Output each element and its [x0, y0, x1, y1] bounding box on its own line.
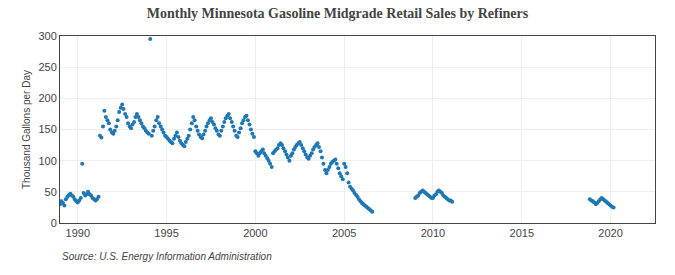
svg-text:100: 100: [38, 155, 56, 167]
svg-text:2020: 2020: [598, 227, 622, 239]
svg-text:150: 150: [38, 123, 56, 135]
svg-text:0: 0: [51, 217, 57, 229]
svg-text:2015: 2015: [510, 227, 534, 239]
svg-text:Thousand Gallons per Day: Thousand Gallons per Day: [21, 70, 32, 189]
svg-text:300: 300: [38, 30, 56, 42]
svg-text:2005: 2005: [332, 227, 356, 239]
svg-text:250: 250: [38, 61, 56, 73]
svg-text:Monthly Minnesota Gasoline Mid: Monthly Minnesota Gasoline Midgrade Reta…: [147, 6, 529, 21]
svg-text:1990: 1990: [66, 227, 90, 239]
svg-text:Source: U.S. Energy Informatio: Source: U.S. Energy Information Administ…: [62, 251, 272, 262]
svg-text:200: 200: [38, 92, 56, 104]
svg-text:2000: 2000: [243, 227, 267, 239]
svg-text:2010: 2010: [421, 227, 445, 239]
svg-text:50: 50: [45, 186, 57, 198]
svg-text:1995: 1995: [154, 227, 178, 239]
